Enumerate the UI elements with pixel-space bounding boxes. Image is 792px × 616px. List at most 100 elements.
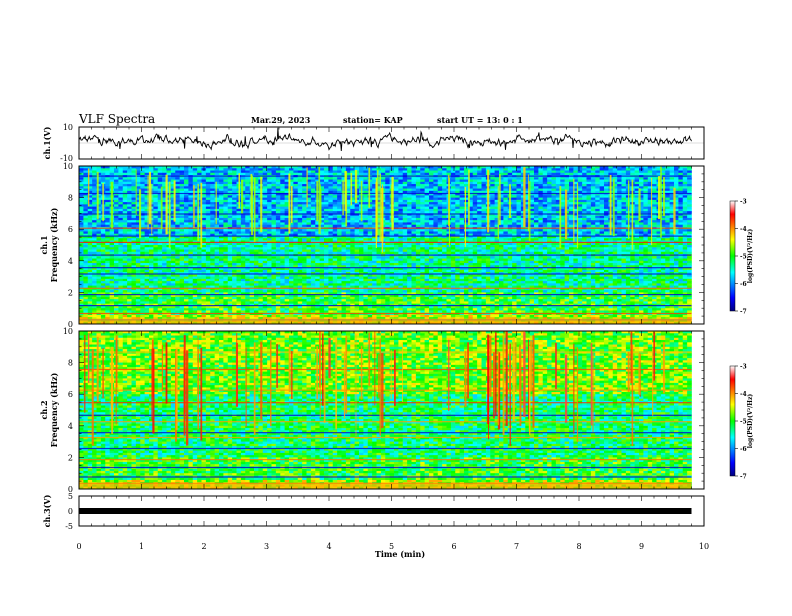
- spectrogram-cell: [223, 218, 228, 221]
- spectrogram-cell: [132, 198, 137, 201]
- spectrogram-cell: [118, 211, 123, 214]
- spectrogram-cell: [508, 243, 513, 246]
- spectrogram-cell: [258, 173, 263, 176]
- spectrogram-cell: [184, 204, 189, 207]
- spectrogram-cell: [420, 182, 425, 185]
- spectrogram-cell: [429, 222, 434, 225]
- spectrogram-cell: [517, 184, 522, 187]
- spectrogram-cell: [167, 168, 172, 171]
- spectrogram-cell: [245, 243, 250, 246]
- spectrogram-cell: [665, 225, 670, 228]
- spectrogram-cell: [127, 198, 132, 201]
- spectrogram-cell: [425, 220, 430, 223]
- spectrogram-cell: [188, 225, 193, 228]
- spectrogram-cell: [267, 220, 272, 223]
- spectrogram-cell: [543, 180, 548, 183]
- spectrogram-cell: [460, 202, 465, 205]
- spectrogram-cell: [276, 209, 281, 212]
- spectrogram-cell: [587, 216, 592, 219]
- spectrogram-cell: [79, 186, 84, 189]
- spectrogram-cell: [565, 182, 570, 185]
- spectrogram-cell: [118, 189, 123, 192]
- spectrogram-cell: [630, 177, 635, 180]
- spectrogram-cell: [228, 200, 233, 203]
- spectrogram-cell: [490, 216, 495, 219]
- spectrogram-cell: [643, 173, 648, 176]
- spectrogram-cell: [460, 195, 465, 198]
- spectrogram-cell: [280, 220, 285, 223]
- spectrogram-cell: [460, 216, 465, 219]
- spectrogram-cell: [403, 229, 408, 232]
- spectrogram-cell: [600, 182, 605, 185]
- spectrogram-cell: [175, 171, 180, 174]
- spectrogram-cell: [600, 209, 605, 212]
- spectrogram-cell: [114, 211, 119, 214]
- spectrogram-cell: [451, 222, 456, 225]
- spectrogram-cell: [604, 229, 609, 232]
- spectrogram-cell: [438, 173, 443, 176]
- spectrogram-cell: [490, 222, 495, 225]
- spectrogram-cell: [543, 198, 548, 201]
- spectrogram-cell: [97, 222, 102, 225]
- spectrogram-cell: [272, 238, 277, 241]
- spectrogram-cell: [565, 173, 570, 176]
- spectrogram-cell: [512, 198, 517, 201]
- spectrogram-cell: [547, 229, 552, 232]
- spectrogram-cell: [114, 198, 119, 201]
- spectrogram-cell: [578, 204, 583, 207]
- spectrogram-cell: [385, 173, 390, 176]
- spectrogram-cell: [643, 171, 648, 174]
- spectrogram-cell: [206, 222, 211, 225]
- spectrogram-cell: [412, 182, 417, 185]
- spectrogram-cell: [88, 231, 93, 234]
- spectrogram-cell: [394, 218, 399, 221]
- spectrogram-cell: [429, 189, 434, 192]
- spectrogram-cell: [363, 200, 368, 203]
- spectrogram-cell: [455, 229, 460, 232]
- spectrogram-cell: [114, 180, 119, 183]
- spectrogram-cell: [158, 243, 163, 246]
- spectrogram-cell: [543, 202, 548, 205]
- spectrogram-cell: [92, 186, 97, 189]
- spectrogram-cell: [687, 184, 692, 187]
- spectrogram-cell: [508, 229, 513, 232]
- spectrogram-cell: [538, 202, 543, 205]
- spectrogram-cell: [617, 173, 622, 176]
- spectrogram-cell: [215, 173, 220, 176]
- spectrogram-cell: [324, 198, 329, 201]
- spectrogram-cell: [517, 200, 522, 203]
- spectrogram-cell: [420, 207, 425, 210]
- spectrogram-cell: [88, 218, 93, 221]
- spectrogram-cell: [97, 243, 102, 246]
- spectrogram-cell: [180, 225, 185, 228]
- spectrogram-cell: [324, 211, 329, 214]
- spectrogram-cell: [258, 168, 263, 171]
- spectrogram-cell: [591, 231, 596, 234]
- spectrogram-cell: [687, 171, 692, 174]
- spectrogram-cell: [512, 189, 517, 192]
- spectrogram-cell: [215, 186, 220, 189]
- spectrogram-cell: [324, 231, 329, 234]
- spectrogram-cell: [188, 171, 193, 174]
- spectrogram-cell: [569, 229, 574, 232]
- spectrogram-cell: [328, 216, 333, 219]
- spectrogram-cell: [83, 243, 88, 246]
- spectrogram-cell: [88, 225, 93, 228]
- spectrogram-cell: [363, 209, 368, 212]
- spectrogram-cell: [477, 231, 482, 234]
- spectrogram-cell: [464, 182, 469, 185]
- spectrogram-cell: [604, 238, 609, 241]
- spectrogram-cell: [215, 216, 220, 219]
- spectrogram-cell: [464, 209, 469, 212]
- spectrogram-cell: [105, 186, 110, 189]
- spectrogram-cell: [460, 200, 465, 203]
- spectrogram-cell: [438, 229, 443, 232]
- spectrogram-cell: [508, 218, 513, 221]
- spectrogram-cell: [534, 200, 539, 203]
- spectrogram-cell: [687, 186, 692, 189]
- spectrogram-cell: [267, 198, 272, 201]
- spectrogram-cell: [438, 238, 443, 241]
- spectrogram-cell: [582, 211, 587, 214]
- spectrogram-cell: [228, 231, 233, 234]
- spectrogram-cell: [215, 218, 220, 221]
